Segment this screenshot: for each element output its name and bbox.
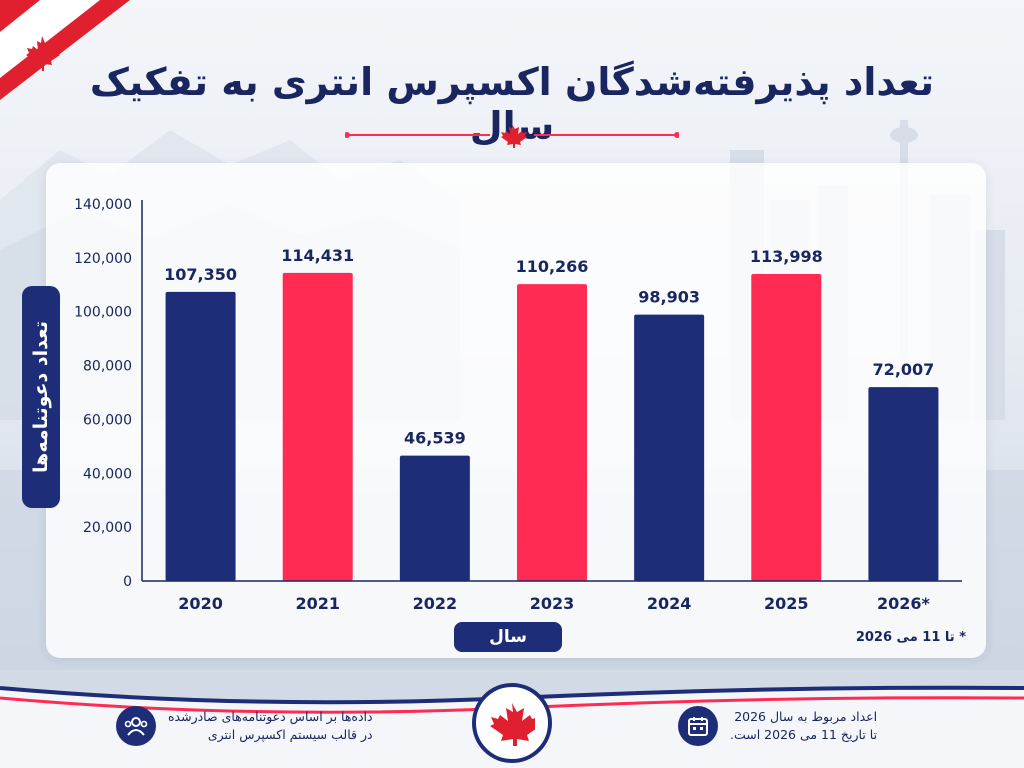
x-axis-label: سال xyxy=(454,622,562,652)
bar-2025 xyxy=(751,274,822,581)
bar-value-label: 113,998 xyxy=(750,247,823,266)
title-divider xyxy=(345,124,679,148)
y-axis-label-text: تعداد دعوتنامه‌ها xyxy=(30,321,53,473)
x-tick-label: 2021 xyxy=(295,594,340,613)
y-tick-label: 140,000 xyxy=(74,197,132,213)
bar-value-label: 110,266 xyxy=(516,257,589,276)
bar-value-label: 98,903 xyxy=(638,288,700,307)
canada-flag-icon xyxy=(0,0,130,100)
x-tick-label: 2023 xyxy=(530,594,575,613)
footer-info-left: داده‌ها بر اساس دعوتنامه‌های صادرشده در … xyxy=(116,706,373,746)
x-tick-label: 2025 xyxy=(764,594,809,613)
users-icon xyxy=(116,706,156,746)
bar-2024 xyxy=(634,314,705,581)
y-tick-label: 40,000 xyxy=(83,466,132,482)
y-tick-label: 20,000 xyxy=(83,520,132,536)
x-tick-label: 2026* xyxy=(877,594,931,613)
x-tick-label: 2022 xyxy=(413,594,458,613)
x-tick-label: 2024 xyxy=(647,594,692,613)
bar-value-label: 114,431 xyxy=(281,246,354,265)
footer-note-right: اعداد مربوط به سال 2026 تا تاریخ 11 می 2… xyxy=(730,709,878,742)
maple-leaf-icon xyxy=(490,703,535,746)
bar-2020 xyxy=(165,291,236,581)
x-tick-label: 2020 xyxy=(178,594,223,613)
bar-2023 xyxy=(517,284,587,581)
bar-2026* xyxy=(868,387,939,581)
y-tick-label: 60,000 xyxy=(83,412,132,428)
calendar-icon xyxy=(678,706,718,746)
y-tick-label: 120,000 xyxy=(74,251,132,267)
bar-2021 xyxy=(282,272,353,581)
bar-2022 xyxy=(399,455,470,581)
y-axis-label: تعداد دعوتنامه‌ها xyxy=(22,286,60,508)
bar-value-label: 72,007 xyxy=(873,360,935,379)
maple-leaf-icon xyxy=(501,124,527,148)
maple-leaf-emblem xyxy=(472,683,552,763)
page-title: تعداد پذیرفته‌شدگان اکسپرس انتری به تفکی… xyxy=(89,60,935,148)
footer-info-right: اعداد مربوط به سال 2026 تا تاریخ 11 می 2… xyxy=(678,706,877,746)
y-tick-label: 100,000 xyxy=(74,305,132,321)
y-tick-label: 80,000 xyxy=(83,359,132,375)
chart-footnote: * تا 11 می 2026 xyxy=(855,630,966,645)
bar-value-label: 46,539 xyxy=(404,429,466,448)
y-tick-label: 0 xyxy=(123,574,132,590)
footer-note-left: داده‌ها بر اساس دعوتنامه‌های صادرشده در … xyxy=(168,709,373,742)
bar-value-label: 107,350 xyxy=(164,265,237,284)
